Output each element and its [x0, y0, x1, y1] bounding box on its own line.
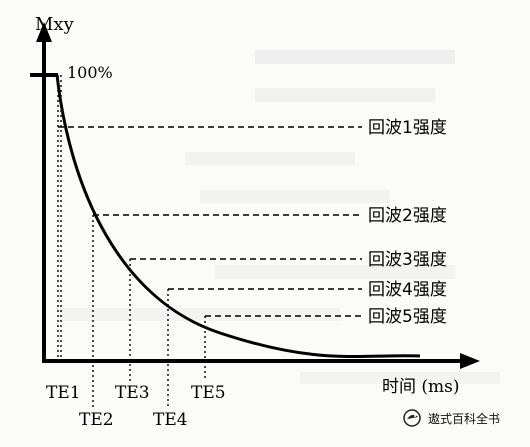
te4-label: TE4	[153, 410, 188, 430]
start-percent-label: 100%	[67, 63, 113, 82]
echo-5-label: 回波5强度	[368, 307, 447, 327]
echo-2-label: 回波2强度	[368, 206, 447, 226]
te1-label: TE1	[46, 383, 81, 403]
echo-3-label: 回波3强度	[368, 250, 447, 270]
te5-label: TE5	[191, 383, 226, 403]
echo-4-label: 回波4强度	[368, 280, 447, 300]
watermark: 遨式百科全书	[403, 409, 500, 427]
te2-label: TE2	[79, 410, 114, 430]
y-axis	[42, 40, 463, 363]
echo-1-label: 回波1强度	[368, 118, 447, 138]
bird-logo-icon	[403, 409, 421, 427]
background-texture	[60, 50, 500, 384]
watermark-text: 遨式百科全书	[428, 411, 500, 426]
x-axis-arrowhead	[460, 353, 480, 369]
y-axis-arrowhead	[36, 22, 52, 42]
y-axis-label: Mxy	[35, 14, 75, 35]
x-axis-label: 时间 (ms)	[382, 377, 460, 397]
te3-label: TE3	[115, 383, 150, 403]
